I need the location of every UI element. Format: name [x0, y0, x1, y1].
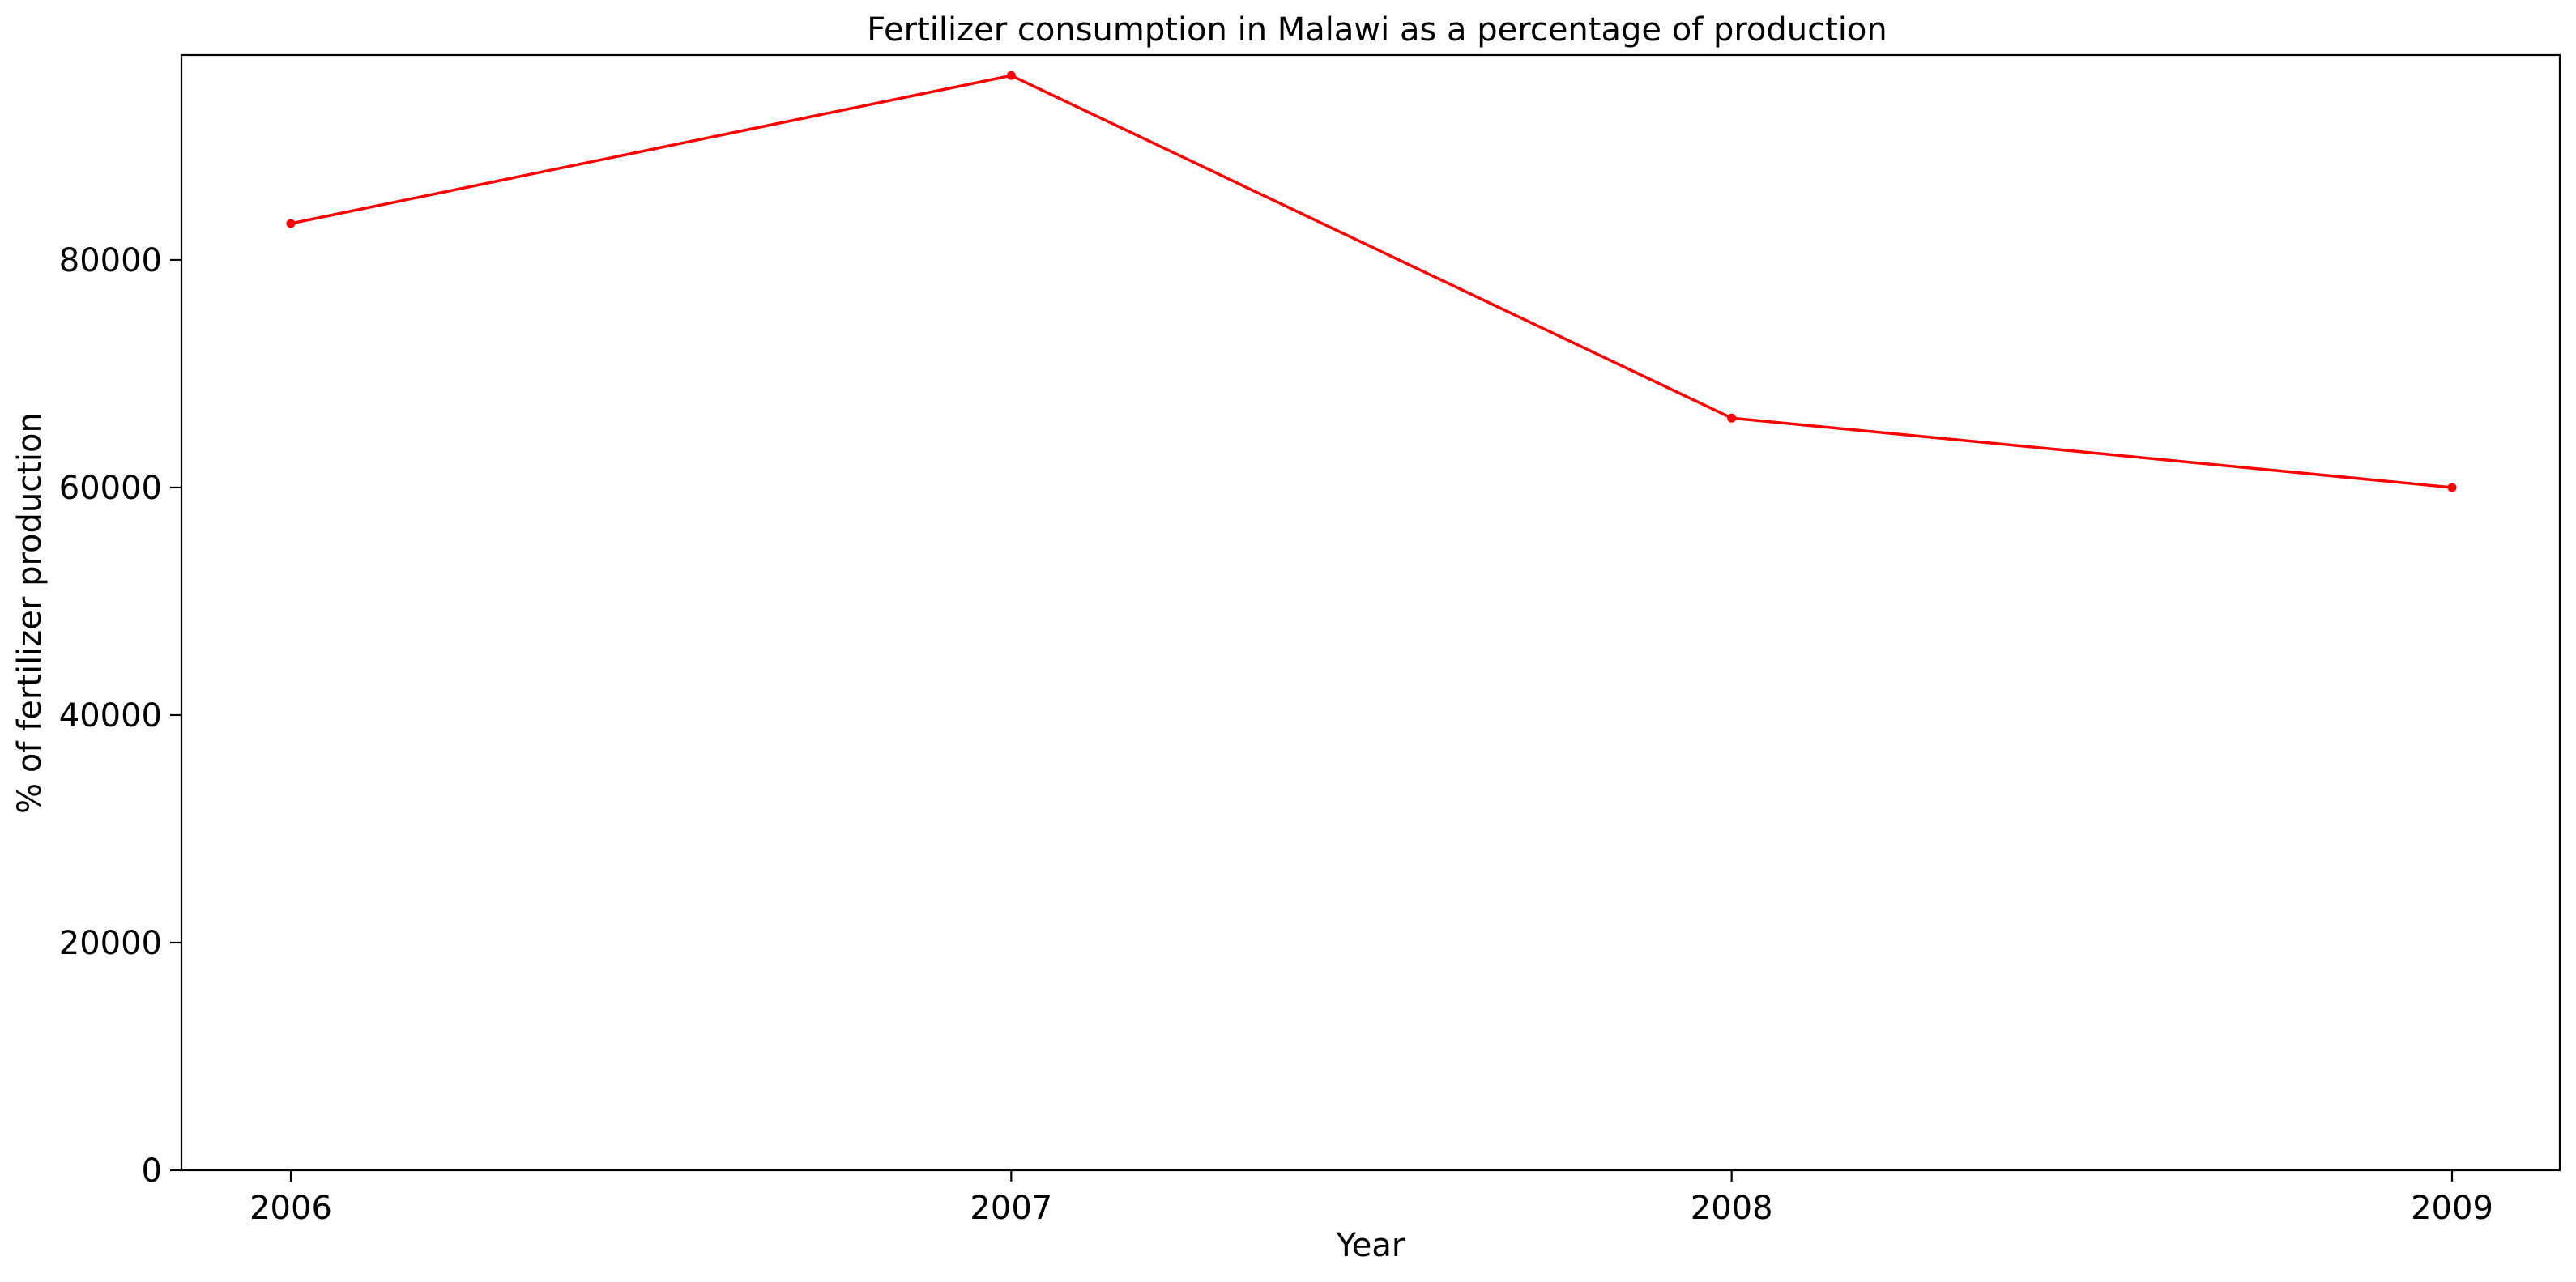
x-tick-label: 2009: [2411, 1190, 2493, 1227]
data-point: [286, 219, 296, 228]
x-tick-label: 2008: [1691, 1190, 1773, 1227]
plot-frame: [180, 53, 2561, 1172]
y-tick-label: 0: [142, 1152, 162, 1190]
x-axis-label: Year: [1336, 1227, 1405, 1264]
x-tick-label: 2007: [970, 1190, 1052, 1227]
y-tick-label: 80000: [59, 242, 162, 279]
series-line: [289, 74, 2454, 489]
y-tick-label: 20000: [59, 925, 162, 962]
plot-area: 0 20000 40000 60000 80000 2006 2007 2008 2009: [59, 70, 2493, 1227]
data-point: [2447, 483, 2457, 492]
x-tick-label: 2006: [249, 1190, 332, 1227]
y-axis-label: % of fertilizer production: [11, 412, 49, 814]
y-tick-label: 40000: [59, 697, 162, 735]
y-tick-label: 60000: [59, 470, 162, 507]
data-point: [1006, 70, 1016, 80]
data-point: [1727, 413, 1737, 423]
chart-title: Fertilizer consumption in Malawi as a pe…: [867, 11, 1887, 49]
